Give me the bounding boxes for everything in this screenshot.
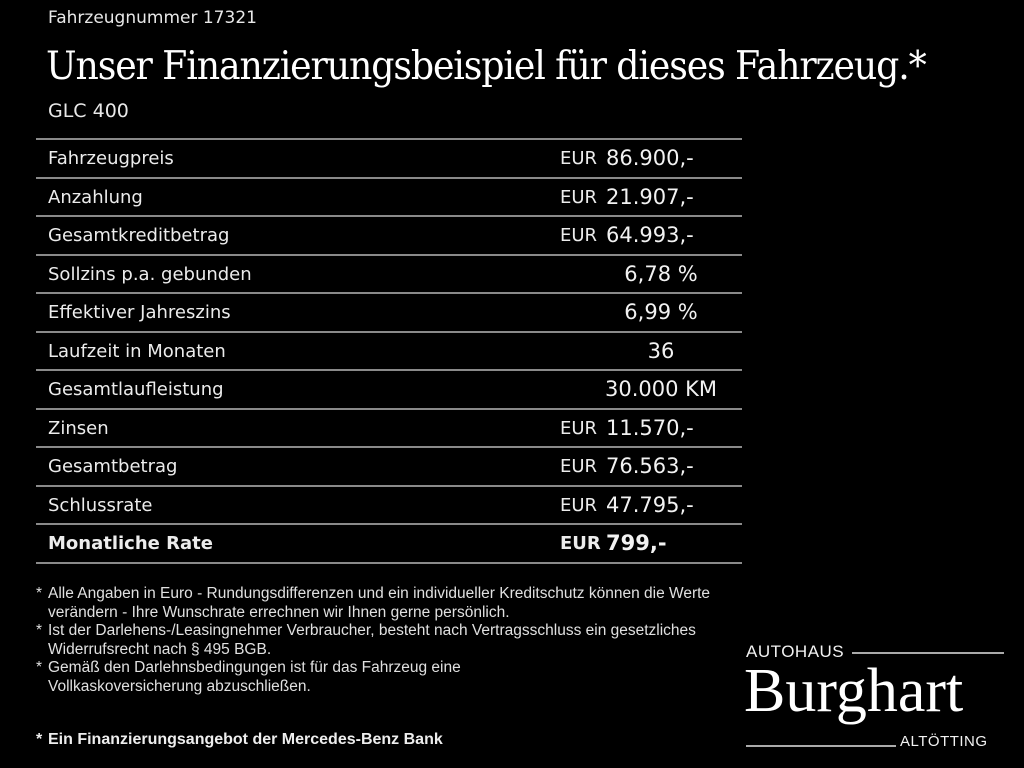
row-value: 64.993,- <box>606 223 694 247</box>
table-row: Gesamtkreditbetrag EUR 64.993,- <box>36 215 742 254</box>
row-label: Gesamtlaufleistung <box>48 379 224 400</box>
logo-top-text: AUTOHAUS <box>746 642 845 661</box>
row-value: 6,78 % <box>624 261 698 286</box>
bank-note-text: Ein Finanzierungsangebot der Mercedes-Be… <box>48 731 443 748</box>
table-row: Schlussrate EUR 47.795,- <box>36 484 742 524</box>
bank-note: * Ein Finanzierungsangebot der Mercedes-… <box>36 731 443 749</box>
table-row: Laufzeit in Monaten 36 <box>36 330 742 370</box>
row-value: 36 <box>647 338 675 363</box>
row-currency: EUR <box>560 417 598 439</box>
footnote-star: * <box>36 585 43 602</box>
footnote-star: * <box>36 659 43 676</box>
table-row: Fahrzeugpreis EUR 86.900,- <box>36 138 742 177</box>
dealer-logo: AUTOHAUS Burghart ALTÖTTING <box>744 642 1006 752</box>
row-value: 47.795,- <box>606 492 694 517</box>
row-label: Schlussrate <box>48 494 153 516</box>
row-currency: EUR <box>560 148 598 169</box>
logo-rule <box>852 652 1004 654</box>
row-label: Effektiver Jahreszins <box>48 302 231 323</box>
row-label: Sollzins p.a. gebunden <box>48 263 252 285</box>
table-row: Zinsen EUR 11.570,- <box>36 407 742 447</box>
logo-bottom-text: ALTÖTTING <box>900 733 988 750</box>
row-currency: EUR <box>560 186 598 208</box>
row-value: 11.570,- <box>606 415 694 440</box>
footnote-text: Gemäß den Darlehnsbedingungen ist für da… <box>48 659 461 695</box>
footnote-star: * <box>36 622 43 639</box>
row-label: Gesamtbetrag <box>48 456 178 477</box>
footnote: * Alle Angaben in Euro - Rundungsdifferen… <box>36 585 768 622</box>
table-row: Gesamtbetrag EUR 76.563,- <box>36 446 742 485</box>
footnote-text: Ist der Darlehens-/Leasingnehmer Verbrau… <box>48 622 696 658</box>
row-value: 30.000 KM <box>604 377 718 401</box>
footnote-star: * <box>36 731 43 748</box>
table-row: Effektiver Jahreszins 6,99 % <box>36 292 742 331</box>
row-label: Fahrzeugpreis <box>48 148 174 169</box>
row-value: 21.907,- <box>606 184 694 209</box>
financing-table: Fahrzeugpreis EUR 86.900,- Anzahlung EUR 21.9… <box>36 138 742 564</box>
row-value: 76.563,- <box>606 454 694 478</box>
table-row: Anzahlung EUR 21.907,- <box>36 176 742 216</box>
table-row: Sollzins p.a. gebunden 6,78 % <box>36 253 742 293</box>
logo-rule <box>746 745 896 747</box>
page-title: Unser Finanzierungsbeispiel für dieses F… <box>46 44 927 89</box>
footnote-text: Alle Angaben in Euro - Rundungsdifferenz… <box>48 585 711 621</box>
row-label: Zinsen <box>48 417 109 439</box>
row-value: 799,- <box>606 531 667 555</box>
row-label: Anzahlung <box>48 186 143 208</box>
footnote: * Gemäß den Darlehnsbedingungen ist für d… <box>36 659 548 696</box>
table-row: Gesamtlaufleistung 30.000 KM <box>36 369 742 408</box>
row-label: Gesamtkreditbetrag <box>48 225 230 246</box>
row-currency: EUR <box>560 456 598 477</box>
logo-name: Burghart <box>744 657 964 725</box>
vehicle-number: Fahrzeugnummer 17321 <box>48 8 257 28</box>
row-currency: EUR <box>560 225 598 246</box>
row-label: Monatliche Rate <box>48 533 213 554</box>
vehicle-model: GLC 400 <box>48 100 129 122</box>
table-row: Monatliche Rate EUR 799,- <box>36 523 742 564</box>
row-value: 6,99 % <box>624 300 698 324</box>
footnotes: * Alle Angaben in Euro - Rundungsdifferen… <box>36 585 768 696</box>
row-label: Laufzeit in Monaten <box>48 340 226 362</box>
footnote: * Ist der Darlehens-/Leasingnehmer Verbra… <box>36 622 728 659</box>
row-currency: EUR <box>560 533 601 554</box>
row-currency: EUR <box>560 494 598 516</box>
row-value: 86.900,- <box>606 146 694 170</box>
